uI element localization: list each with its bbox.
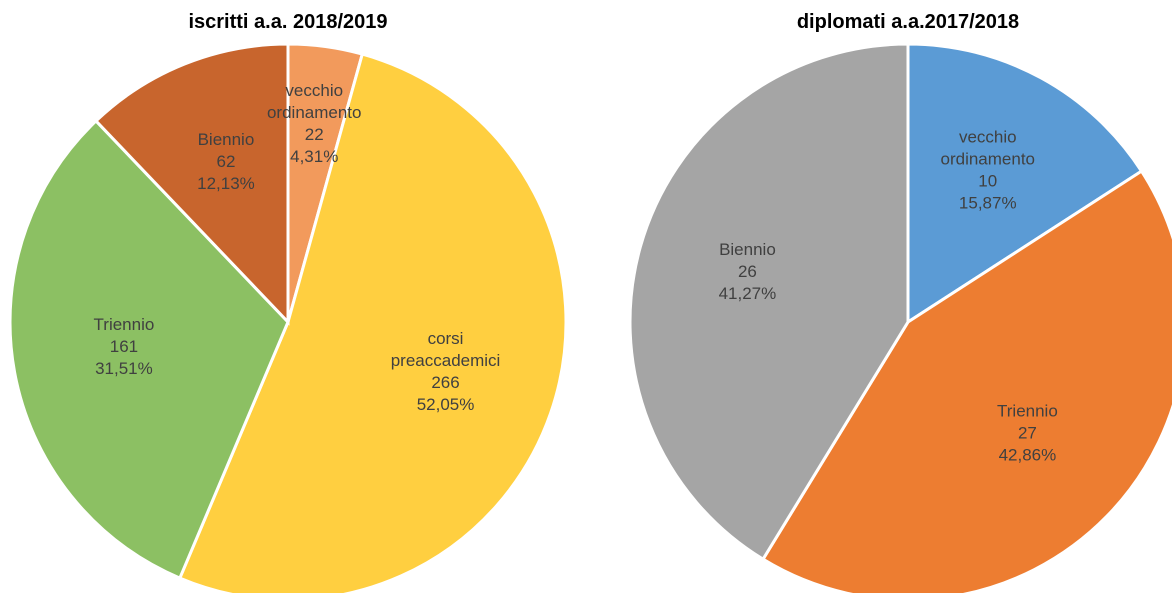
chart-title: iscritti a.a. 2018/2019 [188, 11, 387, 33]
category-label: corsi preaccademici [391, 329, 501, 370]
category-label: vecchio ordinamento [941, 128, 1036, 169]
value-label: 27 [1018, 423, 1037, 442]
pie-slice [177, 52, 568, 593]
pie-slice [760, 169, 1172, 593]
category-label: Triennio [94, 315, 155, 334]
category-label: Biennio [719, 240, 776, 259]
value-label: 161 [110, 337, 138, 356]
percent-label: 15,87% [959, 194, 1017, 213]
percent-label: 42,86% [999, 445, 1057, 464]
pie-slice [628, 42, 910, 562]
value-label: 10 [978, 172, 997, 191]
percent-label: 41,27% [719, 284, 777, 303]
chart-title: diplomati a.a.2017/2018 [797, 11, 1019, 33]
pie-slice [8, 118, 290, 581]
value-label: 22 [305, 125, 324, 144]
category-label: Triennio [997, 401, 1058, 420]
percent-label: 4,31% [290, 147, 338, 166]
category-label: Biennio [198, 130, 255, 149]
percent-label: 52,05% [417, 395, 475, 414]
percent-label: 31,51% [95, 359, 153, 378]
value-label: 26 [738, 262, 757, 281]
percent-label: 12,13% [197, 174, 255, 193]
pie-slice [93, 42, 290, 326]
value-label: 266 [431, 373, 459, 392]
value-label: 62 [216, 152, 235, 171]
category-label: vecchio ordinamento [267, 81, 362, 122]
pie-slice [906, 42, 1144, 325]
